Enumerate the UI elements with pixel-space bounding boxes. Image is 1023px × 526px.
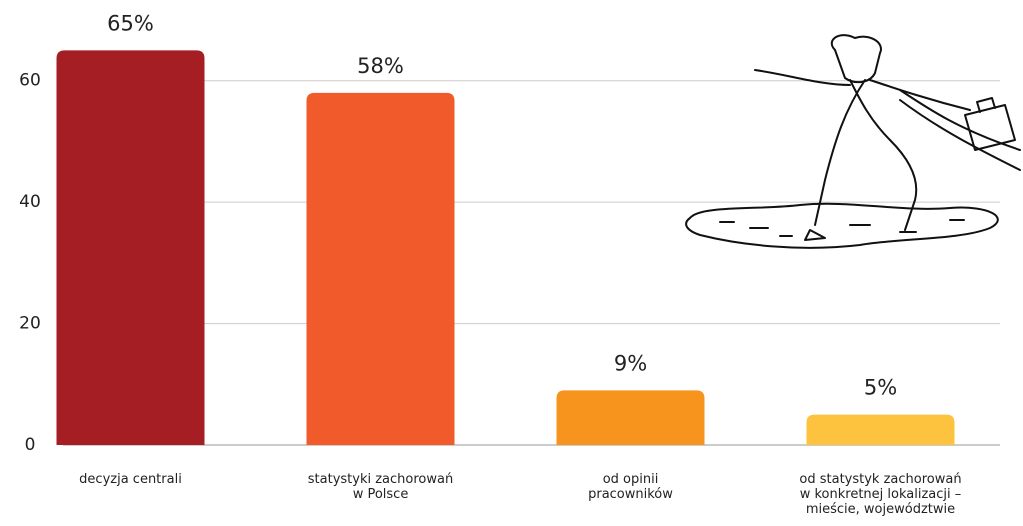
x-tick-label: statystyki zachorowań w Polsce — [307, 472, 454, 502]
value-label: 58% — [357, 54, 404, 78]
value-label: 9% — [614, 351, 647, 375]
y-tick-label: 40 — [19, 192, 41, 212]
value-label: 65% — [107, 11, 154, 35]
bar — [556, 390, 705, 445]
plot: 0 20 40 60 65% 58% 9% 5% — [19, 11, 1000, 455]
x-tick-label: od statystyk zachorowań w konkretnej lok… — [799, 472, 962, 517]
y-tick-label: 60 — [19, 71, 41, 91]
illustration — [685, 34, 1021, 249]
x-tick-label: decyzja centrali — [79, 472, 182, 487]
bar — [806, 414, 955, 445]
value-label: 5% — [864, 376, 897, 400]
y-tick-label: 0 — [25, 435, 36, 455]
bar — [56, 50, 205, 445]
y-tick-label: 20 — [19, 314, 41, 334]
x-tick-label: od opinii pracowników — [588, 472, 673, 502]
bar — [306, 92, 455, 445]
